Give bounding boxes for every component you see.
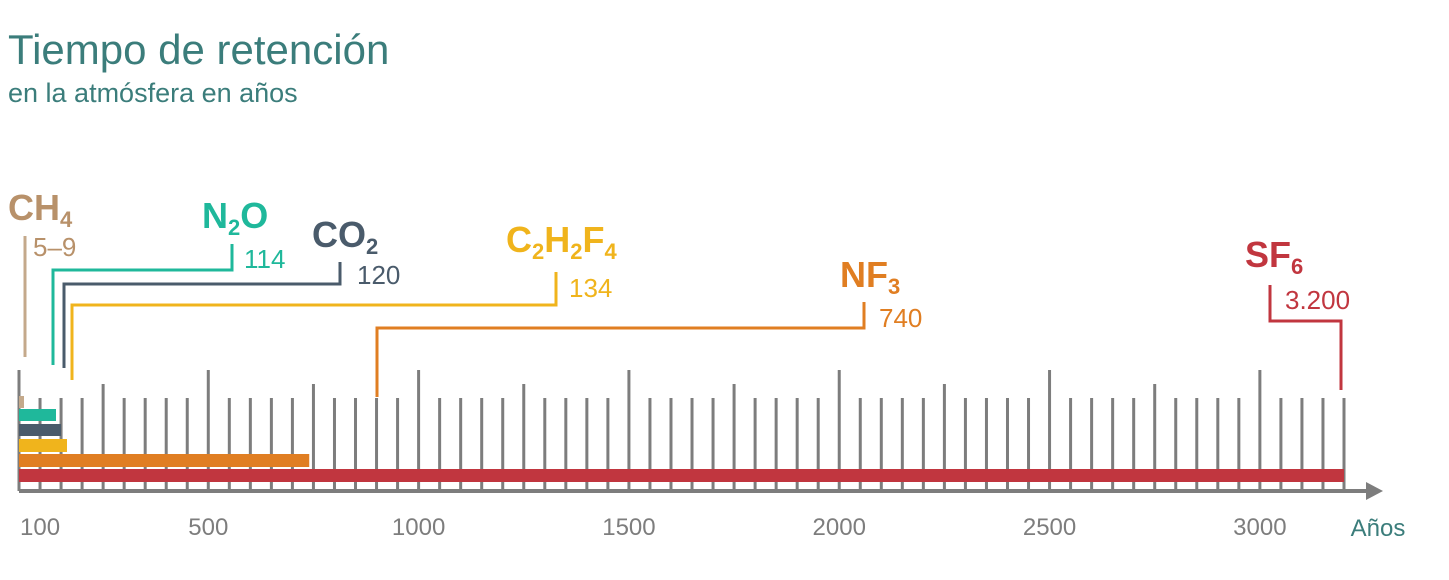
x-tick-label: 1500 bbox=[602, 514, 655, 541]
bar-sf6 bbox=[19, 469, 1344, 482]
bar-nf3 bbox=[19, 454, 310, 467]
x-tick-label: 500 bbox=[188, 514, 228, 541]
gas-value-n2: 114 bbox=[244, 244, 285, 274]
x-tick-label: 1000 bbox=[392, 514, 445, 541]
gas-label-c2: C2H2F4 bbox=[506, 219, 618, 264]
chart-title: Tiempo de retención bbox=[8, 26, 390, 73]
gas-label-nf3: NF3 bbox=[840, 254, 900, 299]
x-axis-arrow bbox=[1366, 482, 1383, 500]
leader-co2 bbox=[62, 262, 342, 368]
leader-c2 bbox=[70, 272, 558, 380]
gas-value-c2: 134 bbox=[569, 273, 612, 303]
gas-label-co2: CO2 bbox=[312, 214, 378, 259]
gas-label-sf6: SF6 bbox=[1245, 234, 1303, 279]
leader-n2 bbox=[51, 244, 234, 365]
leader-sf6 bbox=[1268, 285, 1343, 390]
x-unit-label: Años bbox=[1351, 515, 1406, 542]
bar-ch4 bbox=[19, 396, 24, 408]
x-tick-label: 100 bbox=[20, 514, 60, 541]
chart-subtitle: en la atmósfera en años bbox=[8, 78, 298, 108]
gas-value-sf6: 3.200 bbox=[1285, 285, 1350, 315]
gas-label-n2: N2O bbox=[202, 195, 268, 240]
x-tick-label: 2000 bbox=[813, 514, 866, 541]
gas-label-ch4: CH4 bbox=[8, 187, 73, 232]
bar-c2 bbox=[19, 439, 67, 452]
leader-nf3 bbox=[375, 302, 866, 397]
bar-n2 bbox=[19, 409, 56, 421]
gas-value-ch4: 5–9 bbox=[33, 232, 76, 262]
x-tick-label: 3000 bbox=[1233, 514, 1286, 541]
x-tick-label: 2500 bbox=[1023, 514, 1076, 541]
bar-co2 bbox=[19, 424, 61, 436]
gas-value-nf3: 740 bbox=[879, 303, 922, 333]
gas-value-co2: 120 bbox=[357, 260, 400, 290]
